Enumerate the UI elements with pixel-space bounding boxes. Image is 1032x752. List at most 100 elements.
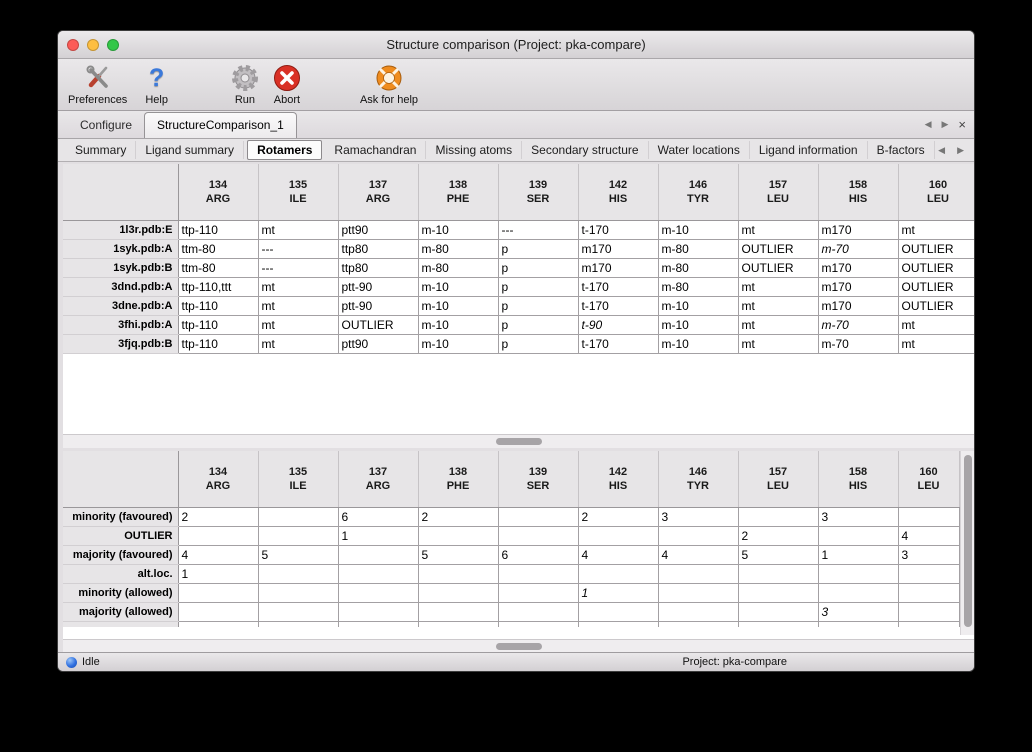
count-cell[interactable] (818, 621, 899, 627)
rotamer-cell[interactable]: m-10 (418, 277, 499, 297)
count-cell[interactable] (498, 602, 579, 622)
rotamer-cell[interactable]: mt (258, 277, 339, 297)
count-cell[interactable] (418, 526, 499, 546)
rotamer-cell[interactable]: p (498, 258, 579, 278)
tab-configure[interactable]: Configure (80, 118, 133, 132)
tab-ramachandran[interactable]: Ramachandran (325, 141, 427, 159)
rotamer-cell[interactable]: m-80 (418, 239, 499, 259)
count-cell[interactable]: 3 (818, 602, 899, 622)
rotamer-cell[interactable]: ttm-80 (178, 258, 259, 278)
rotamer-cell[interactable]: mt (738, 220, 819, 240)
rotamer-cell[interactable]: mt (738, 334, 819, 354)
tab-rotamers[interactable]: Rotamers (247, 140, 323, 160)
rotamer-cell[interactable]: --- (258, 239, 339, 259)
count-cell[interactable] (498, 583, 579, 603)
row-label[interactable]: minority (favoured) (63, 507, 179, 527)
count-cell[interactable] (738, 583, 819, 603)
count-cell[interactable] (178, 526, 259, 546)
tab-back-icon[interactable]: ◀ (924, 119, 932, 129)
count-cell[interactable] (738, 564, 819, 584)
rotamer-cell[interactable]: t-170 (578, 334, 659, 354)
rotamer-cell[interactable]: OUTLIER (898, 296, 974, 316)
row-label[interactable]: OUTLIER (63, 526, 179, 546)
rotamer-cell[interactable]: ttm-80 (178, 239, 259, 259)
row-label[interactable]: majority (favoured) (63, 545, 179, 565)
count-cell[interactable] (658, 564, 739, 584)
count-cell[interactable]: 1 (338, 526, 419, 546)
rotamer-cell[interactable]: m-10 (418, 220, 499, 240)
count-cell[interactable] (578, 602, 659, 622)
row-label[interactable]: 1syk.pdb:B (63, 258, 179, 278)
rotamer-cell[interactable]: mt (258, 334, 339, 354)
count-cell[interactable] (178, 621, 259, 627)
rotamer-cell[interactable]: ttp-110 (178, 220, 259, 240)
count-cell[interactable]: 1 (178, 564, 259, 584)
count-cell[interactable] (578, 621, 659, 627)
count-cell[interactable]: 2 (178, 507, 259, 527)
tab-close-icon[interactable]: × (958, 117, 966, 132)
count-cell[interactable]: 4 (578, 545, 659, 565)
count-cell[interactable] (258, 564, 339, 584)
count-cell[interactable] (738, 507, 819, 527)
rotamer-cell[interactable]: mt (898, 315, 974, 335)
count-cell[interactable] (418, 621, 499, 627)
count-cell[interactable]: 4 (178, 545, 259, 565)
preferences-button[interactable]: Preferences (68, 62, 127, 106)
run-button[interactable]: Run (230, 62, 260, 106)
count-cell[interactable] (178, 602, 259, 622)
rotamer-cell[interactable]: m-80 (658, 258, 739, 278)
lower-horizontal-scrollbar[interactable] (63, 639, 974, 653)
tab-missing-atoms[interactable]: Missing atoms (426, 141, 523, 159)
count-cell[interactable] (498, 564, 579, 584)
count-cell[interactable]: 1 (578, 583, 659, 603)
rotamer-cell[interactable]: m-70 (818, 315, 899, 335)
rotamer-cell[interactable]: mt (898, 334, 974, 354)
rotamer-cell[interactable]: OUTLIER (338, 315, 419, 335)
count-cell[interactable] (338, 583, 419, 603)
rotamer-cell selected[interactable]: ttp-110,ttt (178, 277, 259, 297)
row-label[interactable]: majority (allowed) (63, 602, 179, 622)
rotamer-cell[interactable]: mt (258, 315, 339, 335)
row-label[interactable]: 3dnd.pdb:A (63, 277, 179, 297)
rotamer-cell[interactable]: ptt90 (338, 220, 419, 240)
count-cell[interactable] (658, 621, 739, 627)
rotamer-cell[interactable]: mt (898, 220, 974, 240)
count-cell[interactable] (178, 583, 259, 603)
tab-summary[interactable]: Summary (66, 141, 137, 159)
rotamer-cell[interactable]: ttp-110 (178, 296, 259, 316)
rotamer-cell[interactable]: p (498, 239, 579, 259)
tab-ligand-summary[interactable]: Ligand summary (136, 141, 245, 159)
abort-button[interactable]: Abort (272, 62, 302, 106)
count-cell[interactable] (498, 621, 579, 627)
count-cell[interactable] (338, 545, 419, 565)
count-cell[interactable] (258, 507, 339, 527)
count-cell[interactable]: 3 (818, 507, 899, 527)
rotamer-cell[interactable]: ttp80 (338, 239, 419, 259)
rotamer-cell[interactable]: --- (498, 220, 579, 240)
count-cell[interactable] (338, 602, 419, 622)
rotamer-cell[interactable]: m170 (578, 239, 659, 259)
rotamer-cell[interactable]: mt (738, 315, 819, 335)
count-cell[interactable] (898, 602, 960, 622)
rotamer-cell[interactable]: mt (738, 277, 819, 297)
lower-vertical-scrollbar[interactable] (960, 451, 974, 635)
count-cell[interactable] (898, 583, 960, 603)
rotamer-cell[interactable]: ttp-110 (178, 315, 259, 335)
ask-for-help-button[interactable]: Ask for help (360, 62, 418, 106)
rotamer-cell[interactable]: OUTLIER (898, 239, 974, 259)
rotamer-cell[interactable]: m170 (818, 220, 899, 240)
count-cell[interactable]: 6 (338, 507, 419, 527)
rotamer-cell[interactable]: p (498, 296, 579, 316)
rotamer-cell[interactable]: m-10 (658, 334, 739, 354)
count-cell[interactable] (418, 564, 499, 584)
help-button[interactable]: ? Help (145, 62, 168, 107)
tab-secondary-structure[interactable]: Secondary structure (522, 141, 649, 159)
rotamer-cell[interactable]: m-10 (658, 315, 739, 335)
rotamer-cell[interactable]: m170 (818, 258, 899, 278)
row-label[interactable]: 1l3r.pdb:E (63, 220, 179, 240)
rotamer-cell[interactable]: m-80 (658, 239, 739, 259)
count-cell[interactable] (658, 526, 739, 546)
count-cell[interactable]: 3 (898, 545, 960, 565)
rotamer-cell[interactable]: ttp-110 (178, 334, 259, 354)
count-cell[interactable]: 2 (738, 526, 819, 546)
